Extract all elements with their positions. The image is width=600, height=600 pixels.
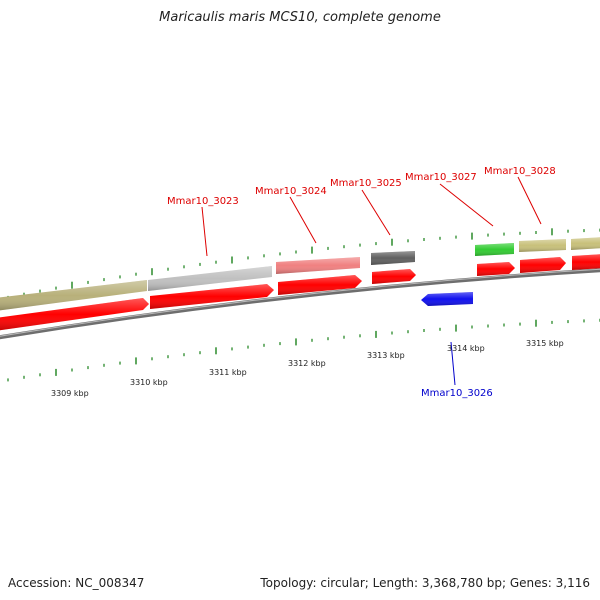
kbp-label: 3311 kbp: [209, 368, 247, 377]
kbp-label: 3310 kbp: [130, 378, 168, 387]
leader-3024: [289, 196, 317, 244]
genome-backbone-highlight: [0, 268, 600, 337]
leader-3028: [517, 176, 542, 225]
kbp-label: 3315 kbp: [526, 339, 564, 348]
map-title: Maricaulis maris MCS10, complete genome: [159, 10, 441, 25]
kbp-label: 3314 kbp: [447, 344, 485, 353]
kbp-label: 3309 kbp: [51, 389, 89, 398]
leader-3026: [450, 341, 456, 386]
kbp-label: 3313 kbp: [367, 351, 405, 360]
label-leaders: [201, 176, 542, 257]
tick-marks: [7, 228, 600, 382]
leader-3023: [201, 206, 208, 257]
leader-3025: [361, 189, 391, 236]
feature-block-left-shade: [0, 280, 147, 311]
gene-label-3025[interactable]: Mmar10_3025: [330, 178, 402, 189]
cds-track: [0, 254, 600, 331]
accession-text: Accession: NC_008347: [8, 576, 145, 590]
kbp-label: 3312 kbp: [288, 359, 326, 368]
genome-summary-text: Topology: circular; Length: 3,368,780 bp…: [260, 576, 590, 590]
kbp-scale-labels: 3309 kbp 3310 kbp 3311 kbp 3312 kbp 3313…: [51, 339, 564, 398]
leader-3027: [439, 183, 494, 227]
gene-label-3023[interactable]: Mmar10_3023: [167, 196, 239, 207]
gene-label-3028[interactable]: Mmar10_3028: [484, 166, 556, 177]
gene-label-3027[interactable]: Mmar10_3027: [405, 172, 477, 183]
genome-backbone: [0, 268, 600, 340]
feature-track: [0, 237, 600, 311]
gene-label-3026[interactable]: Mmar10_3026: [421, 388, 493, 399]
gene-label-3024[interactable]: Mmar10_3024: [255, 186, 327, 197]
